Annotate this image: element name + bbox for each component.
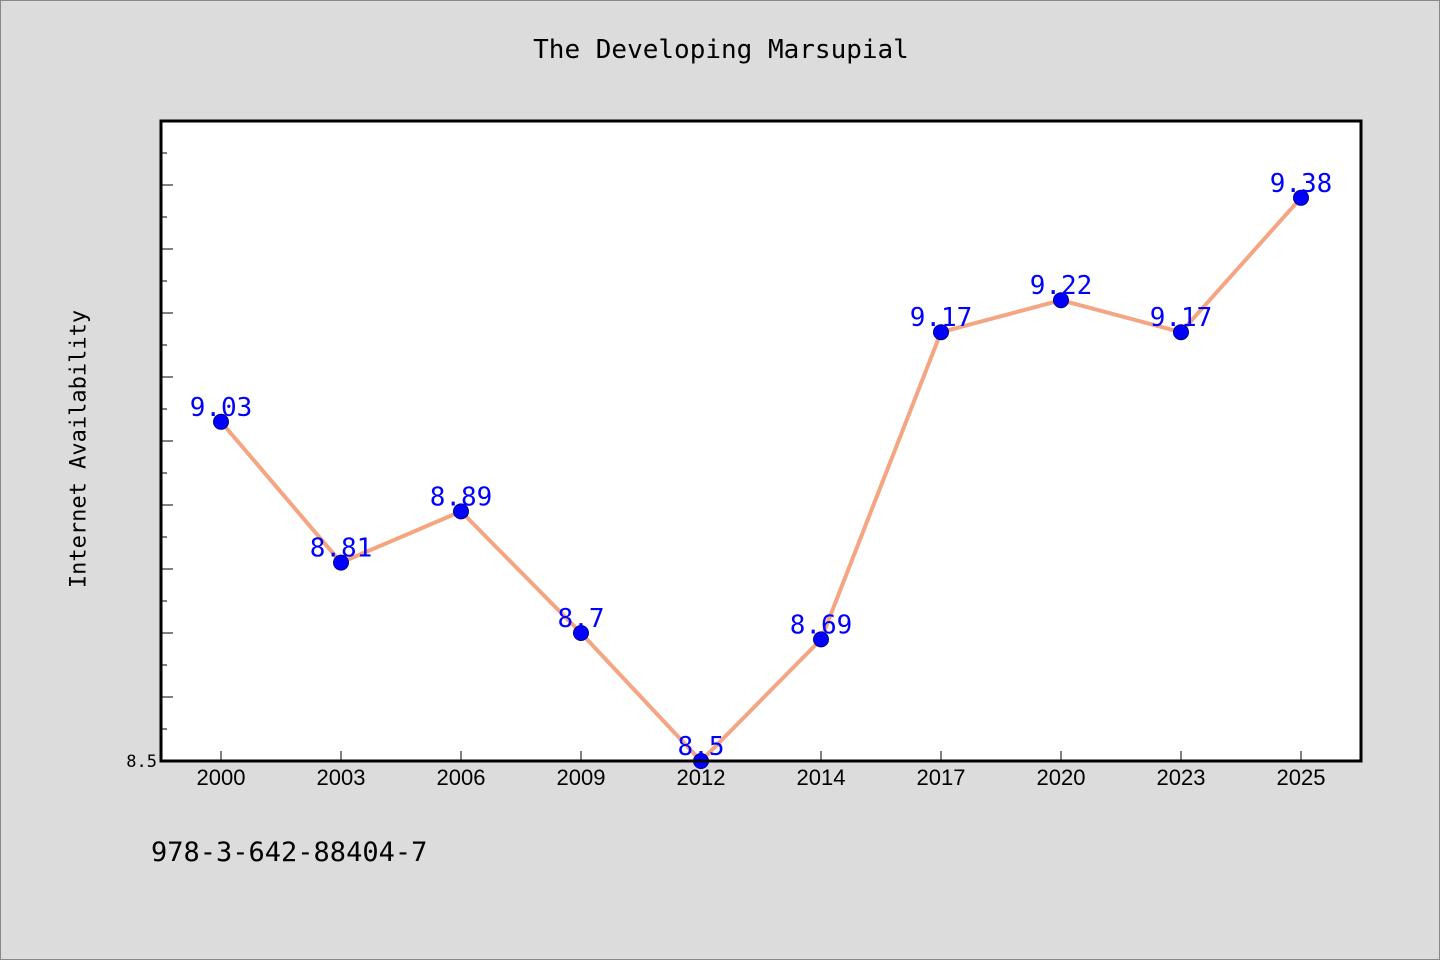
- plot-frame: [159, 119, 1363, 763]
- data-label: 9.17: [910, 303, 973, 333]
- x-tick-label: 2009: [557, 765, 606, 790]
- x-tick-label: 2000: [197, 765, 246, 790]
- x-tick-label: 2020: [1037, 765, 1086, 790]
- data-label: 9.22: [1030, 271, 1093, 301]
- data-point: [453, 503, 469, 520]
- data-point: [213, 413, 229, 430]
- data-label: 9.03: [190, 393, 253, 423]
- data-point: [573, 625, 589, 641]
- data-point: [1173, 324, 1189, 341]
- x-tick-label: 2017: [917, 765, 966, 790]
- data-point: [1293, 189, 1309, 206]
- data-label: 8.5: [678, 732, 725, 762]
- x-tick-label: 2025: [1277, 765, 1326, 790]
- data-point: [933, 324, 949, 341]
- y-tick-label: 8.5: [126, 752, 157, 772]
- data-label: 8.69: [790, 610, 853, 640]
- data-point: [813, 631, 829, 648]
- data-label: 8.7: [558, 604, 605, 634]
- x-tick-label: 2006: [437, 765, 486, 790]
- data-label: 9.17: [1150, 303, 1213, 333]
- chart-title: The Developing Marsupial: [533, 35, 909, 65]
- x-tick-label: 2014: [797, 765, 846, 790]
- data-label: 8.81: [310, 534, 373, 564]
- series-line: [219, 195, 1303, 763]
- x-tick-label: 2003: [317, 765, 366, 790]
- data-point: [333, 554, 349, 571]
- x-tick-label: 2023: [1157, 765, 1206, 790]
- data-label: 9.38: [1270, 169, 1333, 199]
- isbn-footnote: 978-3-642-88404-7: [151, 837, 428, 868]
- data-point: [1053, 292, 1069, 309]
- data-label: 8.89: [430, 482, 493, 512]
- plot-area: [161, 121, 1361, 761]
- x-tick-label: 2012: [677, 765, 726, 790]
